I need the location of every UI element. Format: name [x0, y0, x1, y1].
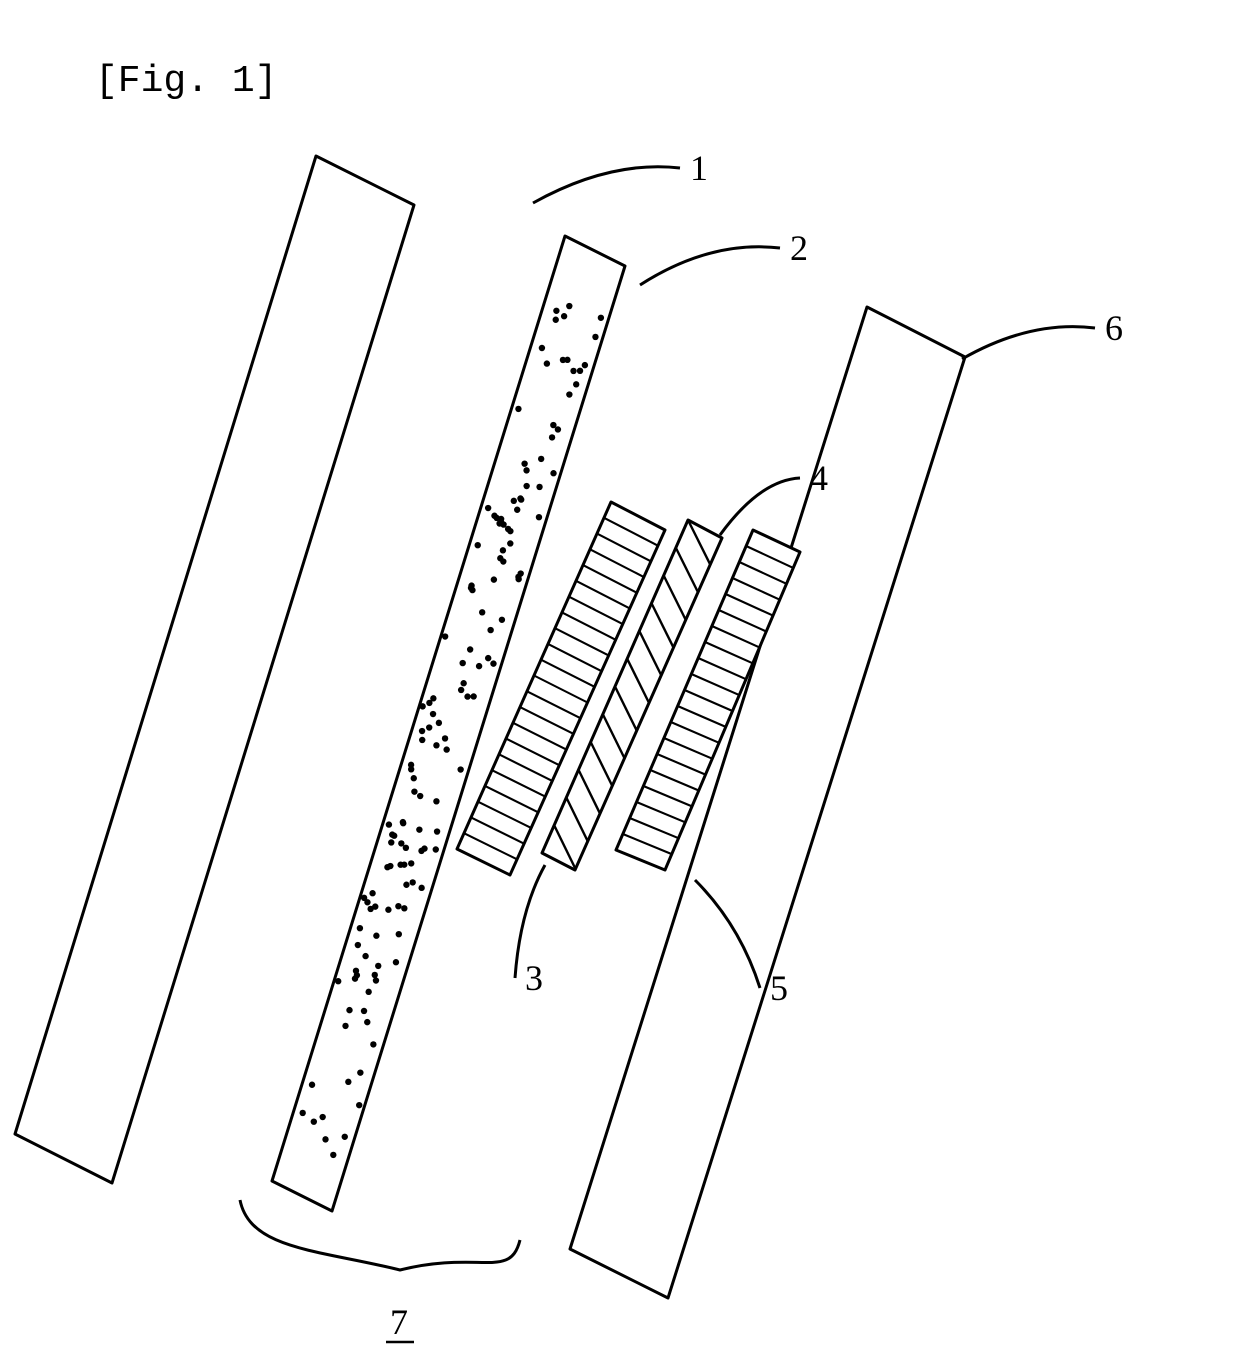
svg-text:5: 5: [770, 968, 788, 1008]
svg-text:6: 6: [1105, 308, 1123, 348]
svg-text:3: 3: [525, 958, 543, 998]
svg-text:7: 7: [390, 1302, 408, 1342]
diagram-svg: 1 2 6 4 3 5 7: [0, 0, 1251, 1354]
figure-caption: [Fig. 1]: [95, 60, 277, 103]
svg-text:4: 4: [810, 458, 828, 498]
figure-canvas: [Fig. 1] 1 2 6 4 3 5 7: [0, 0, 1251, 1354]
svg-text:2: 2: [790, 228, 808, 268]
svg-text:1: 1: [690, 148, 708, 188]
